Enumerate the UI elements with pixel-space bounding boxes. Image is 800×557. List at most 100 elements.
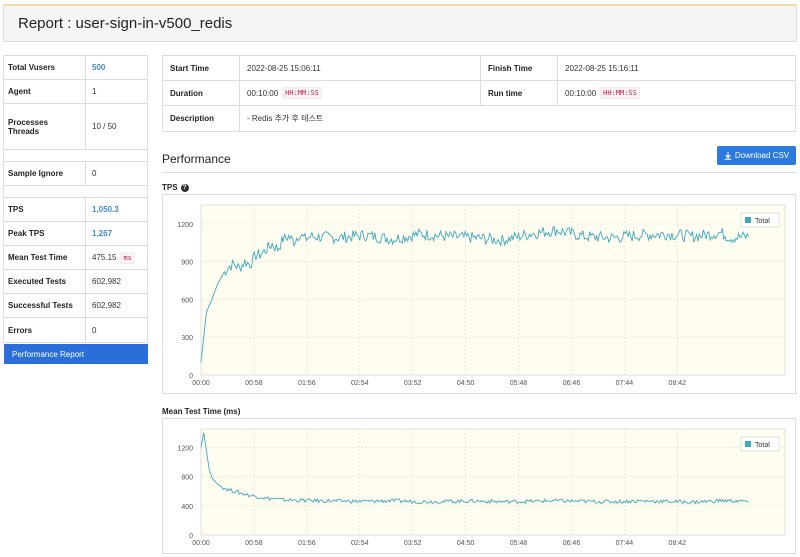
- test-info-table: Start Time 2022-08-25 15:06:11 Finish Ti…: [162, 55, 796, 132]
- y-tick-label: 1200: [177, 222, 193, 229]
- stats-value: 10 / 50: [86, 104, 147, 149]
- plot-area: [200, 204, 786, 376]
- stats-key: Agent: [4, 80, 86, 103]
- info-row-description: Description - Redis 추가 후 테스트: [163, 106, 795, 131]
- x-tick-label: 02:54: [351, 540, 369, 547]
- stats-value-text: 0: [92, 169, 97, 178]
- tps-chart-svg: 0 300 600 900 1200 00:00 00:58 01:56 02:54 03:52 0…: [177, 204, 786, 387]
- x-tick-label: 02:54: [351, 380, 369, 387]
- x-tick-label: 04:50: [457, 380, 475, 387]
- y-tick-label: 800: [181, 475, 193, 482]
- stats-value: 0: [86, 162, 147, 185]
- performance-divider: [162, 172, 796, 173]
- run-time-cell: 00:10:00 HH:MM:SS: [558, 81, 795, 105]
- start-time-label: Start Time: [163, 56, 240, 80]
- duration-value: 00:10:00: [247, 88, 279, 98]
- run-time-value: 00:10:00: [565, 88, 597, 98]
- stats-row: Processes Threads 10 / 50: [4, 104, 147, 150]
- legend-label: Total: [755, 218, 770, 225]
- x-tick-label: 08:42: [669, 540, 687, 547]
- stats-key: Successful Tests: [4, 294, 86, 317]
- x-tick-label: 07:44: [616, 540, 634, 547]
- tps-chart: 0 300 600 900 1200 00:00 00:58 01:56 02:54 03:52 0…: [162, 194, 796, 394]
- plot-area: [200, 428, 786, 536]
- stats-row: Sample Ignore 0: [4, 162, 147, 186]
- duration-cell: 00:10:00 HH:MM:SS: [240, 81, 481, 105]
- y-tick-label: 0: [189, 533, 193, 540]
- stats-value-text: 0: [92, 325, 97, 335]
- stats-row: Total Vusers 500: [4, 56, 147, 80]
- info-row-duration: Duration 00:10:00 HH:MM:SS Run time 00:1…: [163, 81, 795, 106]
- description-value: - Redis 추가 후 테스트: [247, 114, 324, 123]
- y-tick-label: 400: [181, 504, 193, 511]
- x-tick-label: 06:46: [563, 540, 581, 547]
- stats-value: 602,982: [86, 270, 147, 293]
- start-time-value: 2022-08-25 15:06:11: [240, 56, 481, 80]
- y-tick-label: 900: [181, 260, 193, 267]
- page-title: Report : user-sign-in-v500_redis: [18, 15, 233, 32]
- download-csv-button[interactable]: Download CSV: [717, 146, 796, 165]
- stats-key: Peak TPS: [4, 222, 86, 245]
- x-tick-label: 05:48: [510, 540, 528, 547]
- x-tick-label: 01:56: [298, 540, 316, 547]
- x-tick-label: 00:58: [245, 540, 263, 547]
- stats-value: 0: [86, 318, 147, 342]
- stats-row: Mean Test Time 475.15 ms: [4, 246, 147, 270]
- y-tick-label: 600: [181, 297, 193, 304]
- y-tick-label: 0: [189, 373, 193, 380]
- y-tick-label: 300: [181, 335, 193, 342]
- stats-key: Executed Tests: [4, 270, 86, 293]
- run-time-label: Run time: [481, 81, 558, 105]
- x-tick-label: 01:56: [298, 380, 316, 387]
- legend-box: [740, 436, 780, 452]
- report-header: Report : user-sign-in-v500_redis: [3, 4, 797, 42]
- y-tick-label: 1200: [177, 445, 193, 452]
- stats-value-text: 1,050.3: [92, 205, 119, 214]
- stats-value-text: 602,982: [92, 301, 121, 310]
- stats-row: Peak TPS 1,267: [4, 222, 147, 246]
- x-tick-label: 00:00: [192, 540, 210, 547]
- stats-value-text: 1,267: [92, 229, 113, 238]
- stats-value-text: 602,982: [92, 277, 121, 286]
- mtt-chart-label: Mean Test Time (ms): [162, 407, 240, 416]
- x-tick-label: 00:00: [192, 380, 210, 387]
- stats-value-text: 475.15: [92, 253, 117, 262]
- stats-value: 475.15 ms: [86, 246, 147, 269]
- x-tick-label: 03:52: [404, 380, 422, 387]
- info-row-time: Start Time 2022-08-25 15:06:11 Finish Ti…: [163, 56, 795, 81]
- finish-time-label: Finish Time: [481, 56, 558, 80]
- description-label: Description: [163, 106, 240, 131]
- legend-swatch: [745, 441, 751, 447]
- stats-spacer: [4, 186, 147, 198]
- x-tick-label: 08:42: [669, 380, 687, 387]
- stats-row: TPS 1,050.3: [4, 198, 147, 222]
- stats-row: Executed Tests 602,982: [4, 270, 147, 294]
- download-csv-label: Download CSV: [734, 151, 790, 160]
- question-circle-icon[interactable]: ?: [180, 183, 189, 192]
- stats-value-text: 500: [92, 63, 106, 72]
- stats-key: Errors: [4, 318, 86, 342]
- mtt-chart-svg: 0 400 800 1200 00:00 00:58 01:56 02:54 03:52 04:5…: [177, 428, 786, 547]
- legend-swatch: [745, 217, 751, 223]
- stats-spacer: [4, 150, 147, 162]
- stats-value: 1,050.3: [86, 198, 147, 221]
- stats-key: Mean Test Time: [4, 246, 86, 269]
- run-time-format-badge: HH:MM:SS: [600, 87, 640, 99]
- stats-value-text: 10 / 50: [92, 122, 117, 131]
- performance-report-button[interactable]: Performance Report: [4, 344, 148, 364]
- stats-key: Sample Ignore: [4, 162, 86, 185]
- x-tick-label: 03:52: [404, 540, 422, 547]
- legend-label: Total: [755, 442, 770, 449]
- series-line-total: [200, 432, 749, 505]
- x-tick-label: 06:46: [563, 380, 581, 387]
- unit-badge: ms: [120, 251, 135, 264]
- finish-time-value: 2022-08-25 15:16:11: [565, 63, 639, 73]
- stats-key: TPS: [4, 198, 86, 221]
- stats-value: 602,982: [86, 294, 147, 317]
- stats-row: Errors 0: [4, 318, 147, 342]
- performance-heading: Performance: [162, 152, 231, 166]
- series-line-total: [200, 225, 749, 363]
- stats-value: 500: [86, 56, 147, 79]
- legend-box: [740, 212, 780, 228]
- stats-row: Agent 1: [4, 80, 147, 104]
